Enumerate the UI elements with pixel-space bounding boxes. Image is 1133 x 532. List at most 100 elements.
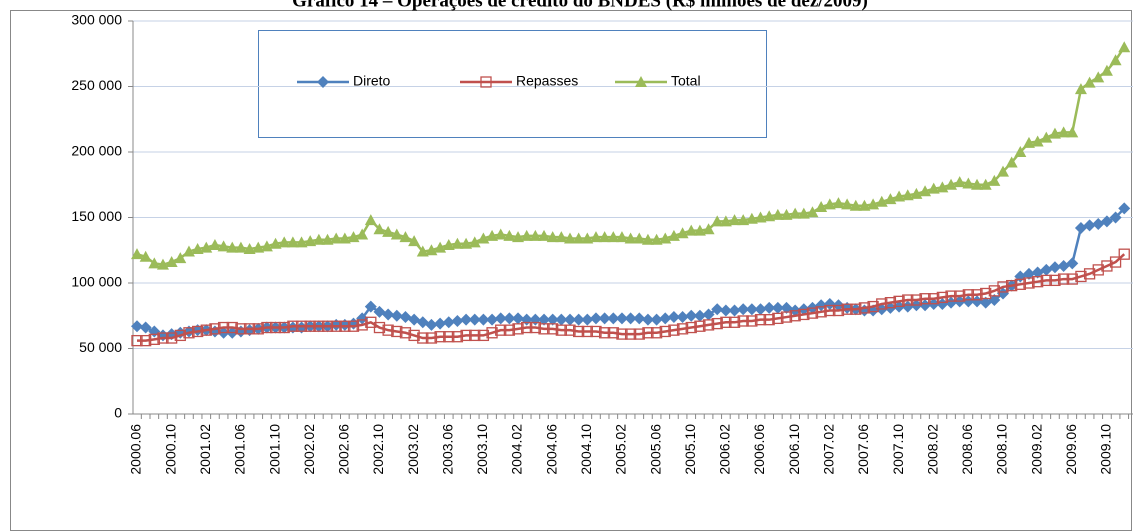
data-point (1075, 270, 1087, 283)
x-tick-label: 2009.10 (1098, 424, 1114, 475)
y-tick-label: 100 000 (71, 274, 122, 290)
data-point (745, 212, 758, 224)
data-point (503, 312, 516, 325)
x-tick-label: 2000.06 (128, 424, 144, 475)
data-point (624, 312, 637, 325)
data-point (547, 323, 559, 335)
data-point (503, 229, 516, 241)
data-point (997, 281, 1009, 293)
data-point (841, 198, 854, 210)
data-point (893, 190, 906, 202)
data-point (191, 242, 204, 254)
data-point (693, 224, 706, 236)
data-point (936, 291, 949, 304)
data-point (832, 304, 845, 317)
data-point (1066, 273, 1078, 285)
data-point (624, 232, 637, 244)
data-point (798, 308, 810, 321)
data-point (1048, 261, 1061, 274)
y-tick-label: 200 000 (71, 143, 122, 159)
data-point (720, 316, 732, 328)
data-point (954, 290, 966, 302)
data-point (442, 239, 455, 251)
data-point (1100, 64, 1113, 76)
data-point (165, 256, 178, 268)
data-point (607, 312, 620, 325)
data-point (1048, 127, 1061, 139)
data-point (408, 235, 421, 247)
data-point (313, 320, 325, 332)
data-point (460, 329, 472, 342)
data-point (789, 310, 801, 322)
data-point (589, 231, 602, 243)
data-point (546, 231, 559, 243)
data-point (573, 325, 585, 338)
data-point (1083, 219, 1096, 232)
data-point (278, 321, 290, 334)
x-tick-label: 2005.06 (647, 424, 663, 475)
data-point (486, 313, 499, 326)
data-point (434, 331, 446, 343)
data-point (512, 323, 524, 335)
data-point (849, 199, 862, 211)
data-point (780, 208, 793, 220)
data-point (1118, 248, 1130, 260)
data-point (382, 308, 395, 321)
data-point (148, 333, 160, 345)
y-tick-label: 0 (114, 405, 122, 421)
data-point (876, 298, 888, 310)
x-tick-label: 2006.10 (786, 424, 802, 475)
data-point (243, 242, 256, 254)
data-point (243, 323, 256, 335)
data-point (330, 232, 343, 244)
legend-box (258, 30, 767, 138)
x-tick-label: 2007.02 (821, 424, 837, 475)
data-point (771, 301, 784, 314)
data-point (945, 296, 958, 309)
data-point (364, 214, 377, 226)
data-point (1023, 277, 1035, 289)
chart-title: Gráfico 14 – Operações de crédito do BND… (292, 0, 868, 11)
data-point (685, 224, 698, 236)
data-point (442, 316, 455, 329)
x-tick-label: 2005.02 (613, 424, 629, 475)
data-point (252, 241, 265, 253)
data-point (330, 320, 342, 332)
legend-marker (317, 76, 329, 88)
data-point (1118, 41, 1131, 53)
data-point (953, 176, 966, 188)
data-point (564, 324, 576, 336)
y-tick-label: 250 000 (71, 77, 122, 93)
x-tick-label: 2009.02 (1028, 424, 1044, 475)
data-point (451, 314, 464, 327)
data-point (867, 300, 879, 313)
data-point (737, 315, 749, 327)
data-point (772, 312, 784, 325)
data-point (373, 305, 386, 318)
data-point (1057, 259, 1070, 272)
x-tick-label: 2007.06 (855, 424, 871, 475)
data-point (1057, 126, 1070, 138)
data-point (512, 231, 525, 243)
data-point (460, 237, 473, 249)
data-point (347, 320, 360, 332)
data-point (226, 321, 238, 334)
data-point (823, 198, 836, 210)
data-point (1083, 76, 1096, 88)
data-point (962, 295, 975, 308)
data-point (364, 300, 377, 313)
data-point (538, 313, 551, 326)
data-point (806, 307, 819, 319)
data-point (252, 323, 264, 335)
data-point (693, 309, 706, 322)
data-point (763, 301, 776, 314)
data-point (1074, 83, 1087, 95)
data-point (667, 311, 680, 324)
data-point (893, 295, 905, 307)
data-point (1066, 126, 1079, 138)
data-point (980, 287, 992, 300)
data-point (399, 327, 412, 339)
data-point (338, 232, 351, 244)
data-point (789, 207, 802, 219)
